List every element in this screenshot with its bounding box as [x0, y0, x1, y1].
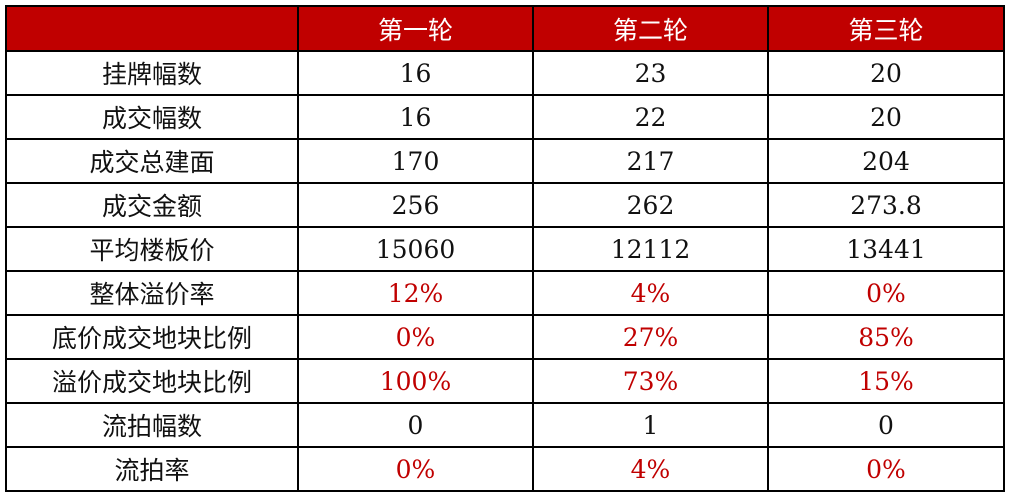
cell-round-2: 73% [532, 358, 769, 404]
row-label: 挂牌幅数 [5, 50, 299, 96]
row-label: 流拍率 [5, 446, 299, 492]
table-row: 成交幅数 16 22 20 [5, 94, 1005, 140]
cell-round-3: 13441 [767, 226, 1005, 272]
cell-round-3: 0 [767, 402, 1005, 448]
cell-round-1: 12% [297, 270, 534, 316]
cell-round-2: 22 [532, 94, 769, 140]
cell-round-2: 4% [532, 446, 769, 492]
cell-round-3: 0% [767, 270, 1005, 316]
cell-round-1: 16 [297, 94, 534, 140]
cell-round-3: 85% [767, 314, 1005, 360]
row-label: 流拍幅数 [5, 402, 299, 448]
cell-round-2: 23 [532, 50, 769, 96]
cell-round-3: 20 [767, 50, 1005, 96]
table-row: 整体溢价率 12% 4% 0% [5, 270, 1005, 316]
cell-round-1: 256 [297, 182, 534, 228]
row-label: 成交金额 [5, 182, 299, 228]
cell-round-2: 262 [532, 182, 769, 228]
header-row: 第一轮 第二轮 第三轮 [5, 5, 1005, 52]
row-label: 平均楼板价 [5, 226, 299, 272]
row-label: 成交总建面 [5, 138, 299, 184]
table-row: 流拍幅数 0 1 0 [5, 402, 1005, 448]
cell-round-3: 20 [767, 94, 1005, 140]
header-round-2: 第二轮 [532, 5, 769, 52]
row-label: 整体溢价率 [5, 270, 299, 316]
row-label: 溢价成交地块比例 [5, 358, 299, 404]
table-row: 成交总建面 170 217 204 [5, 138, 1005, 184]
cell-round-2: 4% [532, 270, 769, 316]
cell-round-1: 16 [297, 50, 534, 96]
cell-round-1: 0 [297, 402, 534, 448]
cell-round-1: 0% [297, 446, 534, 492]
cell-round-2: 27% [532, 314, 769, 360]
cell-round-3: 204 [767, 138, 1005, 184]
table-row: 挂牌幅数 16 23 20 [5, 50, 1005, 96]
row-label: 底价成交地块比例 [5, 314, 299, 360]
auction-rounds-table: 第一轮 第二轮 第三轮 挂牌幅数 16 23 20 成交幅数 16 22 20 成交总建面 170… [5, 5, 1005, 492]
table-row: 成交金额 256 262 273.8 [5, 182, 1005, 228]
table-row: 平均楼板价 15060 12112 13441 [5, 226, 1005, 272]
table-row: 底价成交地块比例 0% 27% 85% [5, 314, 1005, 360]
row-label: 成交幅数 [5, 94, 299, 140]
cell-round-1: 170 [297, 138, 534, 184]
header-round-1: 第一轮 [297, 5, 534, 52]
cell-round-2: 12112 [532, 226, 769, 272]
table-row: 流拍率 0% 4% 0% [5, 446, 1005, 492]
cell-round-1: 100% [297, 358, 534, 404]
header-corner [5, 5, 299, 52]
cell-round-3: 273.8 [767, 182, 1005, 228]
table-row: 溢价成交地块比例 100% 73% 15% [5, 358, 1005, 404]
cell-round-1: 0% [297, 314, 534, 360]
cell-round-3: 0% [767, 446, 1005, 492]
header-round-3: 第三轮 [767, 5, 1005, 52]
cell-round-2: 1 [532, 402, 769, 448]
cell-round-1: 15060 [297, 226, 534, 272]
cell-round-2: 217 [532, 138, 769, 184]
cell-round-3: 15% [767, 358, 1005, 404]
